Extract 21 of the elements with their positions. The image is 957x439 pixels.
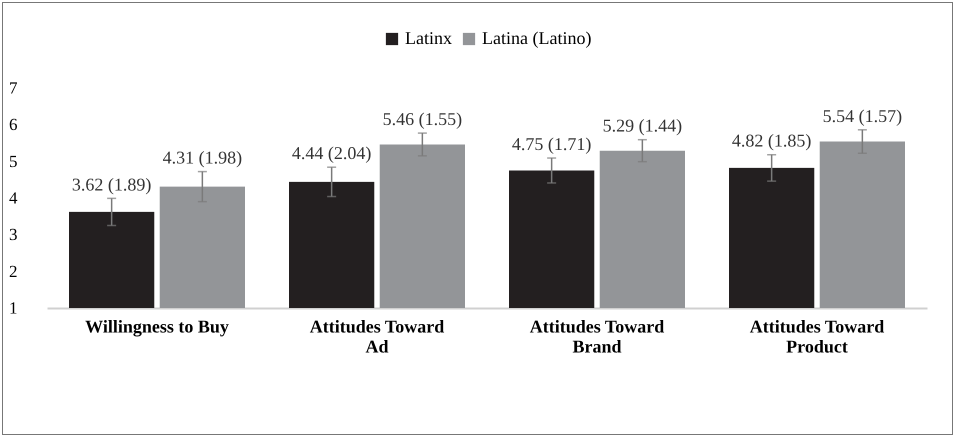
x-tick-label: Willingness to Buy (85, 316, 229, 336)
data-label: 5.54 (1.57) (822, 106, 902, 126)
x-tick-label: Attitudes Toward Brand (530, 316, 664, 356)
data-label: 4.82 (1.85) (732, 130, 812, 151)
y-tick-label: 5 (9, 152, 18, 171)
y-tick-label: 1 (9, 298, 18, 318)
y-tick-label: 7 (9, 78, 18, 98)
data-label: 3.62 (1.89) (72, 174, 152, 194)
data-label: 5.46 (1.55) (382, 109, 462, 130)
legend-label: Latina (Latino) (482, 28, 592, 48)
data-label: 4.31 (1.98) (162, 148, 242, 168)
y-tick-label: 6 (9, 115, 18, 134)
data-label: 4.75 (1.71) (512, 134, 592, 154)
y-tick-label: 3 (9, 225, 18, 244)
y-tick-label: 2 (9, 262, 18, 281)
x-tick-label: Attitudes Toward Product (750, 316, 884, 356)
y-tick-label: 4 (9, 188, 18, 208)
legend-label: Latinx (405, 28, 452, 48)
x-tick-label: Attitudes Toward Ad (310, 316, 444, 356)
data-label: 5.29 (1.44) (602, 116, 682, 136)
data-label: 4.44 (2.04) (292, 143, 372, 164)
